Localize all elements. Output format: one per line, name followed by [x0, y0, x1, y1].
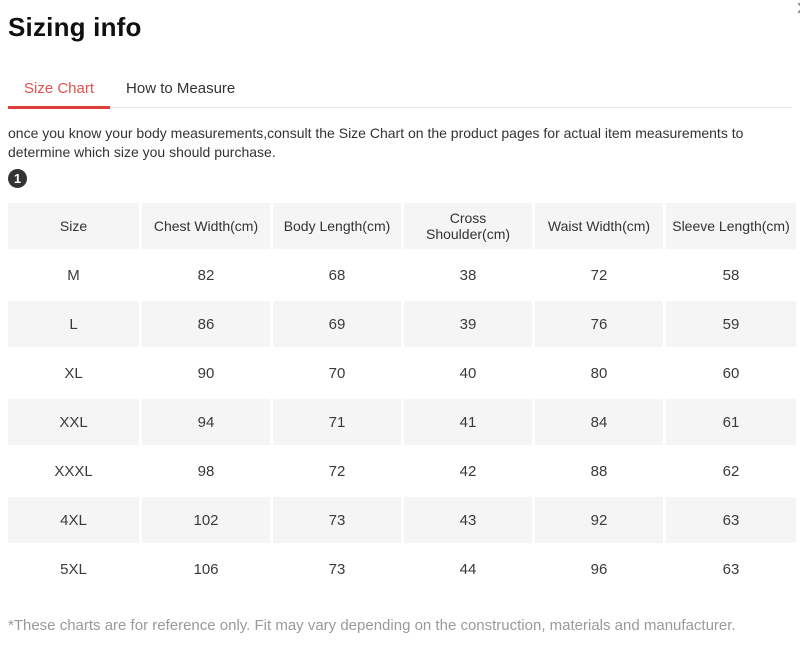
column-header: Size — [8, 203, 139, 249]
value-cell: 63 — [666, 497, 796, 543]
value-cell: 82 — [142, 252, 270, 298]
disclaimer-note: *These charts are for reference only. Fi… — [8, 617, 736, 634]
size-table: Size Chest Width(cm) Body Length(cm) Cross … — [5, 200, 799, 595]
table-row: M 82 68 38 72 58 — [8, 252, 796, 298]
value-cell: 73 — [273, 497, 401, 543]
value-cell: 40 — [404, 350, 532, 396]
value-cell: 92 — [535, 497, 663, 543]
column-header: Cross Shoulder(cm) — [404, 203, 532, 249]
value-cell: 72 — [535, 252, 663, 298]
value-cell: 106 — [142, 546, 270, 592]
size-cell: 5XL — [8, 546, 139, 592]
value-cell: 80 — [535, 350, 663, 396]
value-cell: 76 — [535, 301, 663, 347]
tab-how-to-measure[interactable]: How to Measure — [126, 80, 236, 97]
column-header: Chest Width(cm) — [142, 203, 270, 249]
value-cell: 38 — [404, 252, 532, 298]
size-cell: 4XL — [8, 497, 139, 543]
sizing-description: once you know your body measurements,con… — [8, 125, 744, 160]
value-cell: 72 — [273, 448, 401, 494]
value-cell: 41 — [404, 399, 532, 445]
value-cell: 59 — [666, 301, 796, 347]
size-cell: XXL — [8, 399, 139, 445]
value-cell: 98 — [142, 448, 270, 494]
table-row: L 86 69 39 76 59 — [8, 301, 796, 347]
value-cell: 44 — [404, 546, 532, 592]
value-cell: 68 — [273, 252, 401, 298]
column-header: Waist Width(cm) — [535, 203, 663, 249]
value-cell: 86 — [142, 301, 270, 347]
value-cell: 70 — [273, 350, 401, 396]
value-cell: 88 — [535, 448, 663, 494]
size-cell: L — [8, 301, 139, 347]
column-header: Body Length(cm) — [273, 203, 401, 249]
size-table-body: M 82 68 38 72 58 L 86 69 39 76 59 XL 90 70 40 80 60 XXL 94 7… — [8, 252, 796, 592]
value-cell: 69 — [273, 301, 401, 347]
size-table-header: Size Chest Width(cm) Body Length(cm) Cross … — [8, 203, 796, 249]
value-cell: 94 — [142, 399, 270, 445]
value-cell: 71 — [273, 399, 401, 445]
value-cell: 90 — [142, 350, 270, 396]
page-title: Sizing info — [8, 12, 142, 42]
value-cell: 102 — [142, 497, 270, 543]
value-cell: 42 — [404, 448, 532, 494]
table-row: XL 90 70 40 80 60 — [8, 350, 796, 396]
table-row: 5XL 106 73 44 96 63 — [8, 546, 796, 592]
step-one-badge: 1 — [8, 169, 27, 188]
size-cell: XL — [8, 350, 139, 396]
table-row: 4XL 102 73 43 92 63 — [8, 497, 796, 543]
value-cell: 63 — [666, 546, 796, 592]
value-cell: 73 — [273, 546, 401, 592]
value-cell: 39 — [404, 301, 532, 347]
close-icon[interactable]: × — [796, 0, 800, 21]
value-cell: 96 — [535, 546, 663, 592]
table-row: XXL 94 71 41 84 61 — [8, 399, 796, 445]
size-cell: XXXL — [8, 448, 139, 494]
column-header: Sleeve Length(cm) — [666, 203, 796, 249]
value-cell: 84 — [535, 399, 663, 445]
table-header-row: Size Chest Width(cm) Body Length(cm) Cross … — [8, 203, 796, 249]
table-row: XXXL 98 72 42 88 62 — [8, 448, 796, 494]
size-cell: M — [8, 252, 139, 298]
value-cell: 58 — [666, 252, 796, 298]
value-cell: 61 — [666, 399, 796, 445]
value-cell: 60 — [666, 350, 796, 396]
tab-size-chart[interactable]: Size Chart — [8, 69, 111, 109]
tab-bar: Size Chart How to Measure — [8, 69, 792, 109]
value-cell: 43 — [404, 497, 532, 543]
value-cell: 62 — [666, 448, 796, 494]
